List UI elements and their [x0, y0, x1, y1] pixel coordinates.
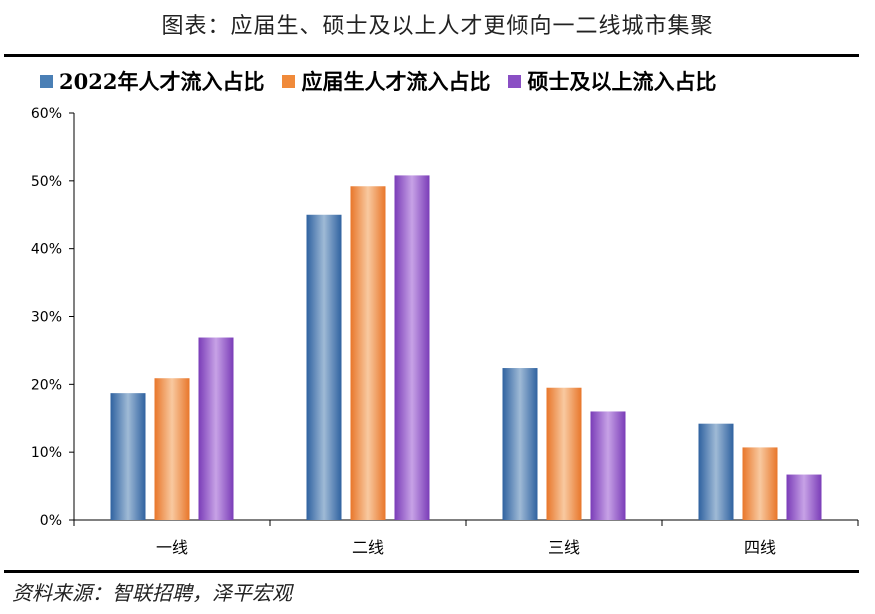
x-category-label: 一线: [156, 538, 188, 557]
legend-item-1: 2022年人才流入占比: [40, 66, 264, 96]
legend-item-2: 应届生人才流入占比: [282, 66, 490, 96]
y-tick-label: 40%: [31, 242, 62, 258]
legend-swatch-2: [282, 74, 296, 88]
y-tick-label: 0%: [40, 513, 62, 529]
x-category-label: 三线: [548, 538, 580, 557]
bar-3-4: [786, 474, 822, 520]
bar-3-3: [590, 411, 626, 520]
legend-swatch-3: [508, 74, 522, 88]
legend-label-2: 应届生人才流入占比: [301, 69, 491, 94]
bar-1-1: [110, 393, 146, 520]
legend-swatch-1: [40, 74, 53, 88]
source-note: 资料来源：智联招聘，泽平宏观: [12, 581, 292, 605]
axis-labels: 0% 10% 20% 30% 40% 50% 60% 一线 二线 三线 四线: [31, 106, 776, 557]
x-category-label: 四线: [744, 538, 776, 557]
legend-label-1: 2022年人才流入占比: [59, 69, 265, 94]
x-category-label: 二线: [352, 538, 384, 557]
y-tick-label: 50%: [31, 174, 62, 190]
bar-2-2: [350, 186, 386, 520]
bar-2-4: [742, 447, 778, 520]
legend-item-3: 硕士及以上流入占比: [508, 66, 716, 96]
y-tick-label: 30%: [31, 310, 62, 326]
y-tick-label: 60%: [31, 106, 62, 122]
bar-1-4: [698, 423, 734, 520]
bottom-rule: [4, 570, 859, 573]
legend: 2022年人才流入占比 应届生人才流入占比 硕士及以上流入占比: [40, 66, 716, 96]
y-tick-label: 10%: [31, 445, 62, 461]
top-rule: [4, 54, 859, 57]
bars: [110, 175, 822, 520]
bar-3-1: [198, 337, 234, 520]
bar-3-2: [394, 175, 430, 520]
bar-2-1: [154, 378, 190, 520]
bar-1-2: [306, 214, 342, 520]
y-tick-label: 20%: [31, 377, 62, 393]
bar-2-3: [546, 387, 582, 520]
bar-1-3: [502, 368, 538, 520]
chart-title: 图表：应届生、硕士及以上人才更倾向一二线城市集聚: [161, 14, 714, 39]
legend-label-3: 硕士及以上流入占比: [527, 69, 717, 94]
